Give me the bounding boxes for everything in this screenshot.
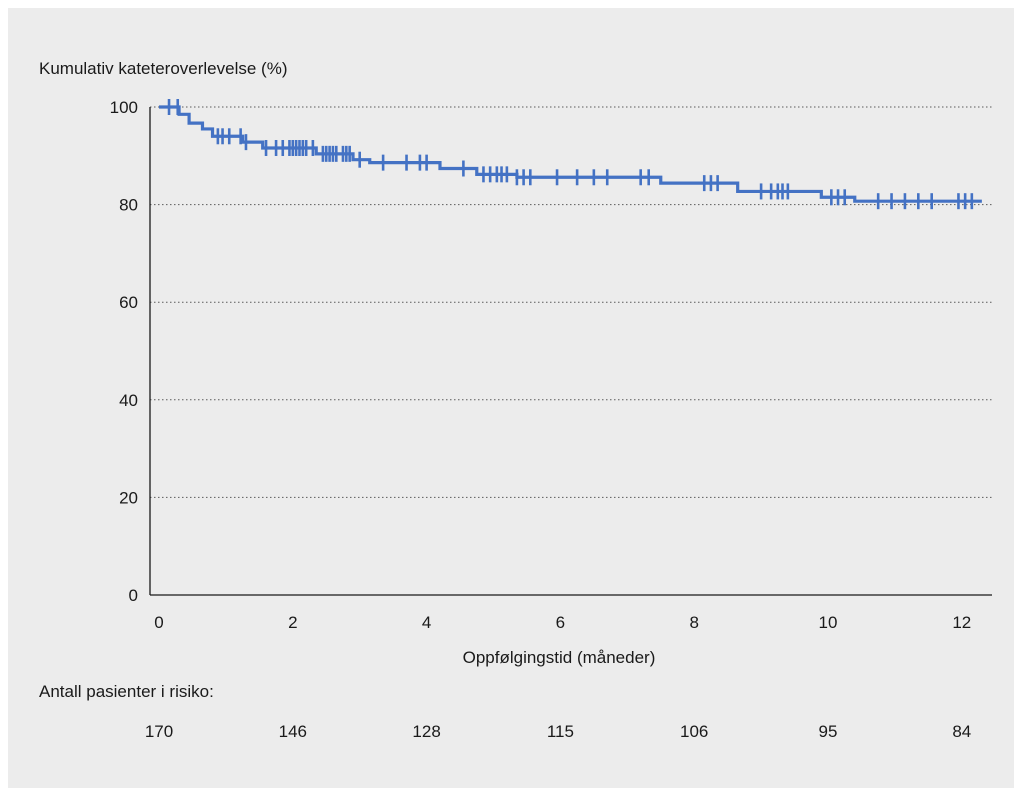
risk-count: 170 (145, 722, 173, 741)
gridlines (150, 106, 992, 498)
y-tick-label: 80 (119, 196, 138, 215)
y-tick-labels: 0 20 40 60 80 100 (110, 98, 138, 605)
km-chart: Kumulativ kateteroverlevelse (%) 0204060… (39, 59, 992, 741)
x-tick-label: 12 (952, 613, 971, 632)
y-tick-label: 100 (110, 98, 138, 117)
risk-count: 95 (819, 722, 838, 741)
x-tick-labels: 0 2 4 6 8 10 12 (154, 613, 971, 632)
y-tick-label: 60 (119, 293, 138, 312)
x-tick-label: 2 (288, 613, 297, 632)
y-tick-label: 40 (119, 391, 138, 410)
x-tick-label: 4 (422, 613, 431, 632)
x-tick-label: 8 (689, 613, 698, 632)
x-tick-label: 10 (819, 613, 838, 632)
x-tick-label: 0 (154, 613, 163, 632)
survival-curve (159, 105, 982, 203)
risk-count: 115 (547, 722, 574, 741)
risk-count: 128 (412, 722, 440, 741)
risk-count: 146 (279, 722, 307, 741)
chart-panel: Kumulativ kateteroverlevelse (%) 0 20 40 60… (8, 8, 1014, 788)
y-tick-label: 20 (119, 488, 138, 507)
y-tick-label: 0 (129, 586, 138, 605)
risk-count: 84 (952, 722, 971, 741)
risk-table-label: Antall pasienter i risiko: (39, 682, 214, 701)
x-tick-label: 6 (556, 613, 565, 632)
x-axis-label: Oppfølgingstid (måneder) (463, 648, 656, 667)
survival-series (159, 99, 982, 210)
risk-table: 170 146 128 115 106 95 84 (145, 722, 971, 741)
risk-count: 106 (680, 722, 708, 741)
y-axis-label: Kumulativ kateteroverlevelse (%) (39, 59, 287, 78)
